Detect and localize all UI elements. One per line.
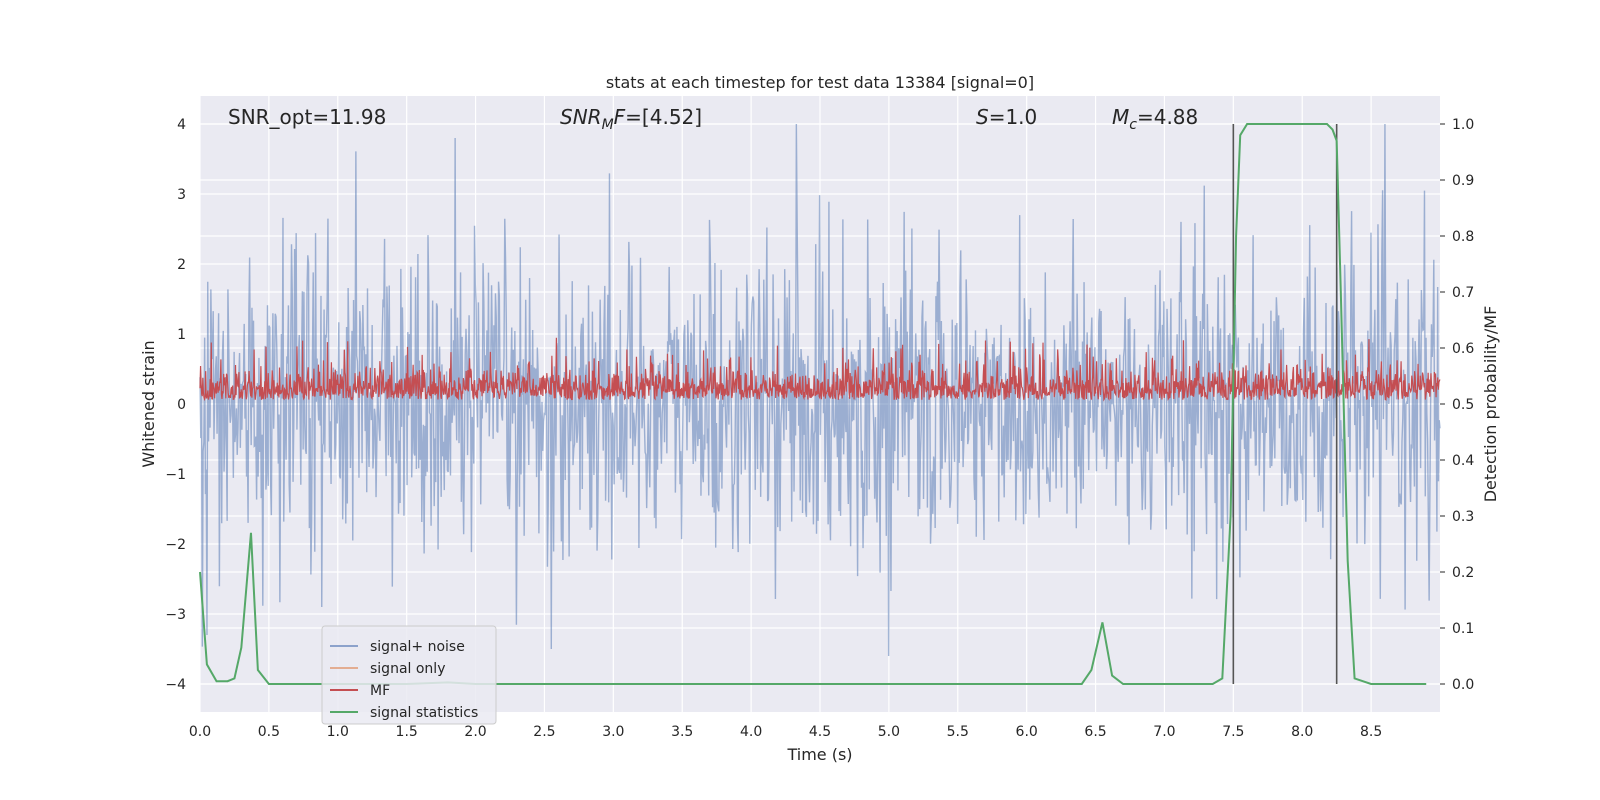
y-tick-label: 1 [177,327,186,343]
annotation-s-value: =1.0 [989,105,1038,129]
chart-title: stats at each timestep for test data 133… [606,73,1034,92]
legend-box [321,625,497,725]
annotation-mc-value: =4.88 [1137,105,1198,129]
legend: signal+ noise signal only MF signal statist… [321,625,497,725]
x-axis-label: Time (s) [786,745,852,764]
y2-tick-label: 0.9 [1452,173,1474,189]
y-tick-label: −4 [165,677,186,693]
x-tick-label: 4.0 [740,724,762,740]
annotation-mc-sub: c [1129,117,1137,133]
right-y-axis-label: Detection probability/MF [1481,306,1500,503]
x-tick-label: 2.0 [464,724,486,740]
left-y-tick-labels: 4 3 2 1 0 −1 −2 −3 −4 [165,117,186,693]
y-tick-label: 0 [177,397,186,413]
x-tick-label: 7.0 [1153,724,1175,740]
annotation-s: S=1.0 [976,105,1037,129]
y-tick-label: −3 [165,607,186,623]
x-tick-label: 3.0 [602,724,624,740]
annotation-mc-var: M [1112,105,1129,129]
x-tick-label: 8.0 [1291,724,1313,740]
signal-statistics-line [199,123,1427,685]
x-tick-label: 1.0 [327,724,349,740]
x-tick-label: 7.5 [1222,724,1244,740]
y-tick-label: 2 [177,257,186,273]
annotation-snr-mf-sub: M [602,117,614,133]
y2-tick-label: 0.5 [1452,397,1474,413]
y2-tick-label: 1.0 [1452,117,1474,133]
x-tick-label: 5.0 [878,724,900,740]
annotation-snr-mf-main: SNR [560,105,602,129]
legend-entry: signal only [370,661,445,677]
y2-tick-label: 0.7 [1452,285,1474,301]
x-tick-label: 6.5 [1084,724,1106,740]
legend-entry: signal statistics [370,705,478,721]
x-tick-label: 3.5 [671,724,693,740]
legend-entry: MF [370,683,390,699]
x-tick-label: 4.5 [809,724,831,740]
annotation-snr-mf-value: =[4.52] [625,105,702,129]
y-tick-label: −1 [165,467,186,483]
x-tick-label: 1.5 [396,724,418,740]
x-tick-label: 2.5 [533,724,555,740]
y2-tick-label: 0.8 [1452,229,1474,245]
annotation-snr-mf: SNRMF=[4.52] [560,105,702,133]
y-tick-label: −2 [165,537,186,553]
series-signal-statistics [199,123,1427,685]
y2-tick-label: 0.1 [1452,621,1474,637]
annotation-snr-mf-rest: F [614,105,626,129]
y2-tick-label: 0.3 [1452,509,1474,525]
annotation-snr-opt: SNR_opt=11.98 [228,105,386,129]
y2-tick-label: 0.6 [1452,341,1474,357]
annotation-mc: Mc=4.88 [1112,105,1198,133]
y2-tick-label: 0.0 [1452,677,1474,693]
y2-tick-label: 0.4 [1452,453,1474,469]
y2-tick-label: 0.2 [1452,565,1474,581]
x-tick-label: 0.5 [258,724,280,740]
x-tick-labels: 0.0 0.5 1.0 1.5 2.0 2.5 3.0 3.5 4.0 4.5 5.0 5.5 6.0 6… [189,724,1382,740]
y-tick-label: 3 [177,187,186,203]
y-tick-label: 4 [177,117,186,133]
x-tick-label: 0.0 [189,724,211,740]
left-y-axis-label: Whitened strain [139,340,158,467]
legend-entry: signal+ noise [370,639,465,655]
annotation-s-var: S [976,105,989,129]
x-tick-label: 8.5 [1360,724,1382,740]
x-tick-label: 6.0 [1016,724,1038,740]
x-tick-label: 5.5 [947,724,969,740]
right-y-tick-labels: 1.0 0.9 0.8 0.7 0.6 0.5 0.4 0.3 0.2 0.1 0.0 [1452,117,1474,693]
